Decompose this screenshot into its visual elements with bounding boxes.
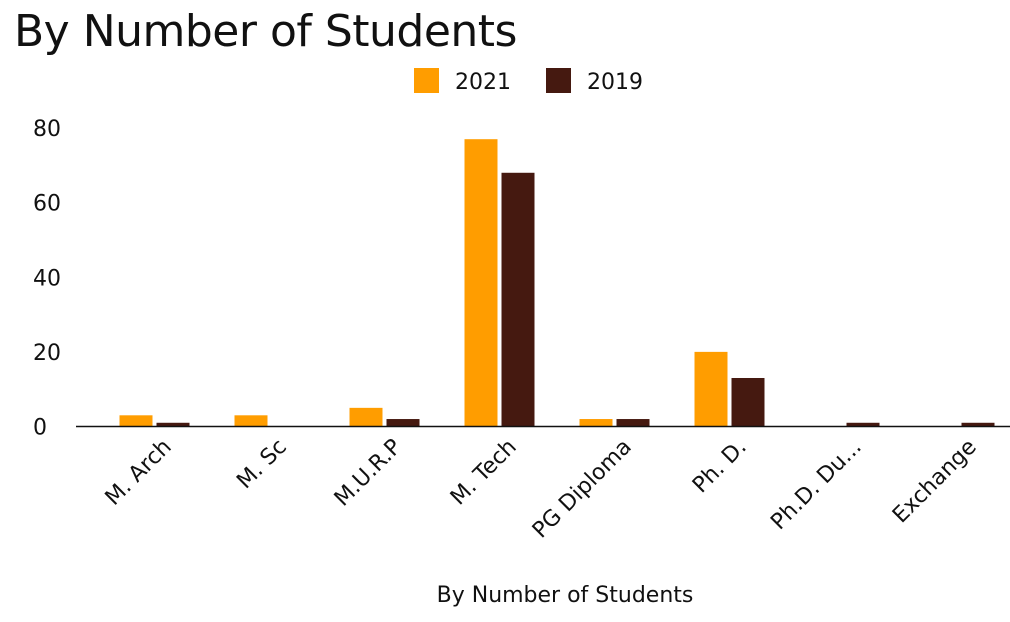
y-tick-label: 60: [33, 192, 61, 217]
bar-2021: [464, 139, 498, 427]
x-tick-label: Ph. D.: [688, 435, 752, 499]
x-tick-label: M. Sc: [232, 435, 291, 494]
x-tick-label: M. Tech: [446, 435, 522, 511]
legend-swatch-2019: [546, 68, 571, 93]
bar-2019: [961, 422, 995, 427]
x-axis-title: By Number of Students: [437, 583, 694, 608]
bar-2021: [694, 351, 728, 427]
x-tick-label: M. Arch: [101, 435, 177, 511]
x-tick-label: Exchange: [888, 435, 982, 529]
x-tick-label: PG Diploma: [528, 435, 637, 544]
x-tick-label: M.U.R.P: [330, 435, 407, 512]
y-tick-label: 40: [33, 266, 61, 291]
bar-2021: [119, 415, 153, 427]
bar-2019: [731, 377, 765, 427]
y-tick-label: 20: [33, 341, 61, 366]
chart-title: By Number of Students: [14, 6, 517, 57]
bar-2019: [386, 419, 420, 427]
bar-2021: [579, 419, 613, 427]
bar-2019: [156, 422, 190, 427]
legend-swatch-2021: [414, 68, 439, 93]
bar-2019: [846, 422, 880, 427]
legend-label: 2021: [455, 70, 511, 95]
bar-2019: [501, 172, 535, 427]
legend-label: 2019: [587, 70, 643, 95]
y-tick-label: 80: [33, 117, 61, 142]
bar-2021: [234, 415, 268, 427]
x-tick-label: Ph.D. Du...: [766, 435, 866, 535]
y-tick-label: 0: [33, 416, 47, 441]
bar-2021: [349, 407, 383, 427]
bar-2019: [616, 419, 650, 427]
